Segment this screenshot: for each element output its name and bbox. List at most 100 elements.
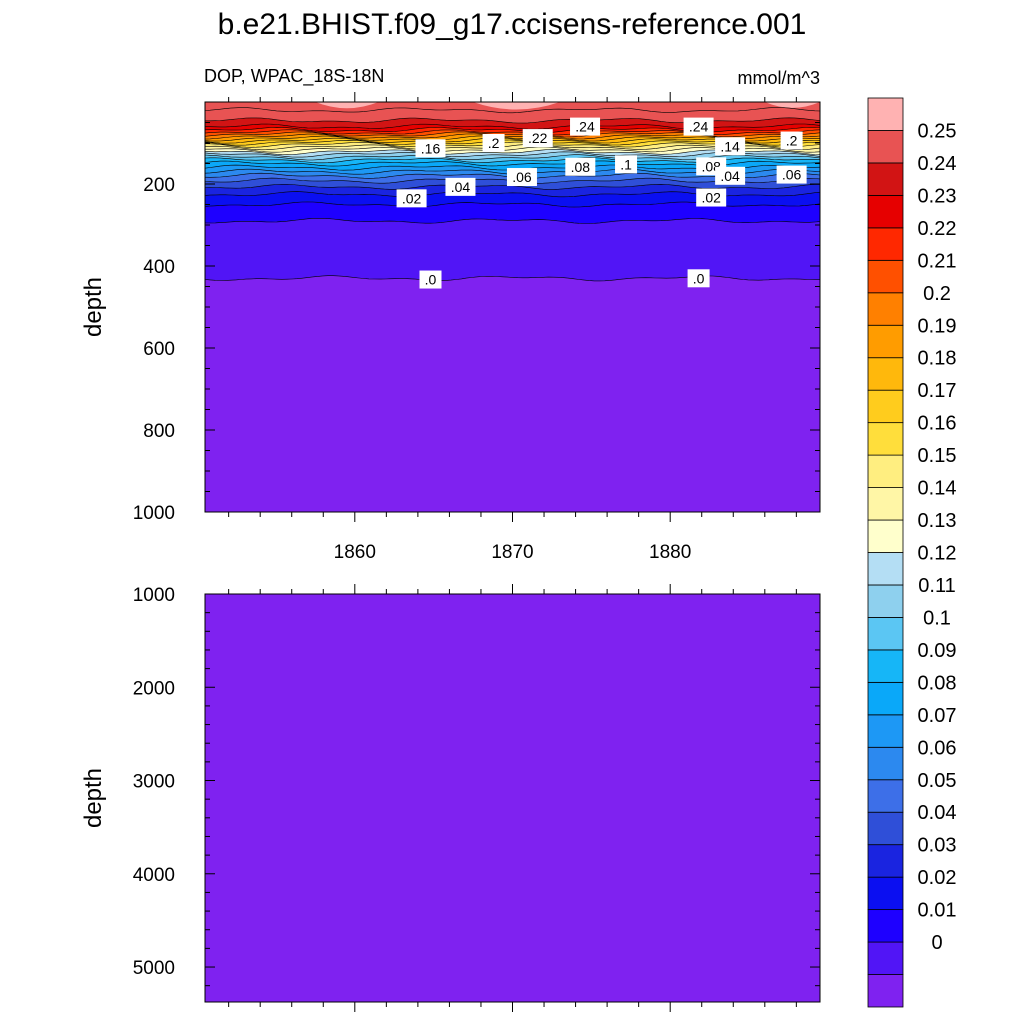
colorbar-swatch [867, 681, 904, 716]
colorbar-swatch [867, 130, 904, 164]
contour-label-box [506, 168, 537, 187]
contour-label: .14 [715, 137, 746, 156]
contour-line-20 [205, 133, 820, 140]
contour-band-9 [205, 160, 820, 171]
contour-patch-2 [764, 102, 820, 108]
contour-label-text: .06 [782, 167, 802, 183]
contour-label-text: .0 [425, 272, 437, 288]
contour-band-17 [205, 140, 820, 148]
colorbar-swatch [867, 649, 904, 683]
contour-label-box [780, 131, 803, 150]
colorbar-swatch [867, 389, 904, 424]
x-tick-label: 1860 [334, 542, 376, 563]
colorbar-label: 0.07 [918, 705, 957, 727]
contour-patch-1 [473, 102, 560, 110]
y-tick-label: 1000 [133, 585, 175, 606]
y-tick-label: 200 [143, 175, 175, 196]
contour-band-13 [205, 149, 820, 158]
contour-label: .24 [570, 117, 601, 136]
upper-x-axis: 1860 1870 1880 [228, 92, 797, 563]
colorbar-swatch [867, 357, 904, 391]
colorbar-swatch [867, 811, 904, 846]
colorbar-swatch [867, 746, 904, 781]
colorbar-swatch [867, 779, 904, 813]
colorbar-label: 0.25 [918, 120, 957, 142]
contour-band-15 [205, 144, 820, 153]
contour-label-box [683, 117, 714, 136]
contour-label: .02 [696, 188, 727, 207]
contour-label-box [615, 155, 638, 174]
contour-label: .22 [522, 129, 553, 148]
contour-label-box [687, 269, 710, 288]
colorbar-swatch [867, 909, 904, 943]
contour-band-7 [205, 169, 820, 179]
colorbar: 0.25 0.24 0.23 0.22 0.21 0.2 0.19 0.18 0.17 0.16 0… [867, 97, 957, 1008]
contour-label-box [565, 157, 596, 176]
colorbar-label: 0.2 [923, 283, 951, 305]
subtitle-variable-region: DOP, WPAC_18S-18N [204, 66, 384, 87]
colorbar-swatch [867, 194, 904, 229]
upper-contour-labels: .16.2.22.24.24.14.2.08.1.08.06.04.06.04.… [396, 117, 807, 289]
contour-label: .08 [565, 157, 596, 176]
contour-line-25 [205, 117, 820, 124]
contour-label-text: .2 [786, 133, 798, 149]
colorbar-swatch [867, 584, 904, 618]
colorbar-swatch [867, 552, 904, 586]
contour-label-box [415, 139, 446, 158]
colorbar-label: 0.24 [918, 153, 957, 175]
colorbar-label: 0 [931, 932, 942, 954]
colorbar-swatch [867, 714, 904, 748]
colorbar-label: 0.23 [918, 185, 957, 207]
contour-label-text: .04 [720, 168, 740, 184]
contour-line-21 [205, 131, 820, 138]
upper-contour-fill [205, 102, 820, 512]
contour-label-text: .0 [693, 270, 705, 286]
colorbar-swatch [867, 227, 904, 261]
y-tick-label: 400 [143, 257, 175, 278]
colorbar-swatch [867, 844, 904, 878]
contour-label: .02 [396, 189, 427, 208]
colorbar-label: 0.04 [918, 802, 957, 824]
contour-label-box [522, 129, 553, 148]
colorbar-label: 0.18 [918, 348, 957, 370]
contour-label-box [715, 166, 746, 185]
contour-band-1 [205, 218, 820, 281]
upper-y-axis: 200 400 600 800 1000 [133, 101, 820, 524]
contour-label-text: .04 [451, 179, 471, 195]
contour-line-22 [205, 129, 820, 136]
contour-label: .16 [415, 139, 446, 158]
lower-y-axis-title: depth [80, 768, 107, 828]
contour-label-box [396, 189, 427, 208]
colorbar-label: 0.06 [918, 737, 957, 759]
contour-label-box [482, 134, 505, 152]
colorbar-swatch [867, 876, 904, 911]
contour-label: .04 [715, 166, 746, 185]
colorbar-swatch [867, 422, 904, 456]
colorbar-swatch [867, 259, 904, 294]
contour-band-8 [205, 165, 820, 175]
contour-label: .0 [687, 269, 710, 288]
contour-label-box [696, 188, 727, 207]
contour-label-box [776, 165, 807, 184]
contour-label: .06 [776, 165, 807, 184]
contour-label-box [570, 117, 601, 136]
y-tick-label: 3000 [133, 772, 175, 793]
upper-y-axis-title: depth [80, 277, 107, 337]
contour-band-21 [205, 131, 820, 140]
contour-label-text: .02 [402, 190, 422, 206]
contour-label-text: .1 [620, 156, 632, 172]
colorbar-swatch [867, 617, 904, 651]
colorbar-swatch [867, 324, 904, 359]
contour-label-text: .06 [512, 169, 532, 185]
colorbar-label: 0.05 [918, 770, 957, 792]
colorbar-label: 0.16 [918, 413, 957, 435]
y-tick-label: 5000 [133, 958, 175, 979]
contour-label-text: .16 [421, 140, 441, 156]
contour-band-4 [205, 184, 820, 197]
colorbar-label: 0.02 [918, 867, 957, 889]
contour-line-24 [205, 123, 820, 130]
colorbar-label: 0.11 [918, 575, 955, 597]
contour-band-16 [205, 142, 820, 150]
contour-band-11 [205, 154, 820, 163]
lower-contour-panel: 1000 2000 3000 4000 5000 depth [80, 584, 821, 1012]
